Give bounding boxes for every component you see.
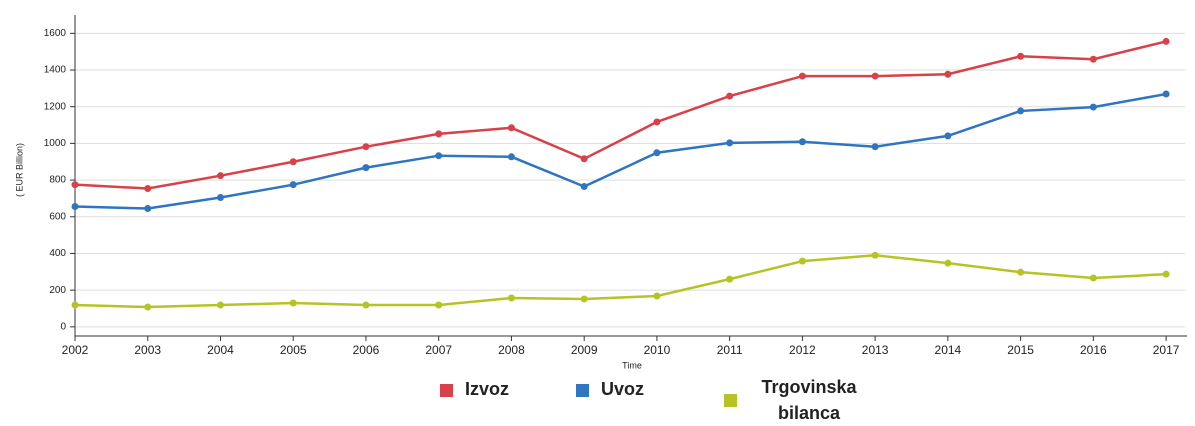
x-tick-label: 2016 [1080,343,1107,357]
point [144,205,152,213]
x-tick-label: 2004 [207,343,234,357]
legend-swatch [440,384,453,397]
point [435,130,443,138]
series-line [74,40,1167,190]
series-line [74,92,1167,210]
point [1017,268,1025,276]
point [1017,107,1025,115]
point [1089,274,1097,282]
legend-item: Uvoz [576,379,644,400]
x-tick-label: 2013 [862,343,889,357]
point [289,181,297,189]
point [798,72,806,80]
point [798,138,806,146]
point [1017,52,1025,60]
x-tick-label: 2005 [280,343,307,357]
y-tick-label: 600 [49,211,66,222]
point [216,172,224,180]
y-tick-label: 1000 [44,138,67,149]
x-tick-label: 2010 [644,343,671,357]
legend-label: Izvoz [465,379,510,399]
point [289,158,297,166]
point [144,303,152,311]
point [871,251,879,259]
point [944,70,952,78]
legend-swatch [576,384,589,397]
point [435,152,443,160]
y-tick-label: 1400 [44,65,67,76]
point [726,92,734,100]
point [435,301,443,309]
point [507,153,515,161]
point [144,185,152,193]
x-tick-label: 2006 [353,343,380,357]
x-tick-label: 2011 [717,343,743,357]
x-tick-label: 2002 [62,343,89,357]
legend-label: Uvoz [601,379,645,399]
x-tick-label: 2009 [571,343,598,357]
point [580,183,588,191]
point [71,301,79,309]
legend-swatch [724,394,737,407]
point [507,294,515,302]
series-line [74,254,1167,309]
point [798,257,806,265]
point [871,143,879,151]
x-tick-label: 2014 [935,343,962,357]
point [580,295,588,303]
x-tick-label: 2015 [1007,343,1034,357]
point [507,124,515,132]
legend-label: Trgovinska bilanca [761,377,857,423]
legend: Izvoz Uvoz Trgovinska bilanca [0,374,1195,423]
y-tick-label: 200 [49,285,66,296]
x-tick-label: 2003 [134,343,161,357]
point [362,301,370,309]
point [71,202,79,210]
legend-item: Trgovinska bilanca [724,374,869,426]
x-tick-label: 2012 [789,343,816,357]
point [1089,103,1097,111]
point [726,275,734,283]
point [1089,55,1097,63]
y-tick-label: 800 [49,175,66,186]
point [871,72,879,80]
y-tick-label: 0 [60,321,66,332]
y-tick-label: 400 [49,248,66,259]
point [944,259,952,267]
point [362,164,370,172]
x-tick-label: 2008 [498,343,525,357]
y-tick-label: 1200 [44,101,67,112]
x-tick-label: 2007 [425,343,452,357]
point [362,143,370,151]
x-axis-label: Time [622,360,642,370]
y-tick-label: 1600 [44,28,67,39]
point [289,299,297,307]
point [653,118,661,126]
point [216,301,224,309]
y-axis-label: ( EUR Billion) [14,143,24,197]
legend-item: Izvoz [440,379,509,400]
point [653,292,661,300]
point [1162,270,1170,278]
point [653,149,661,157]
point [71,181,79,189]
x-tick-label: 2017 [1153,343,1180,357]
point [1162,90,1170,98]
point [726,139,734,147]
point [1162,37,1170,45]
point [944,132,952,140]
point [580,155,588,163]
point [216,194,224,202]
chart: ( EUR Billion) Time 0 200 400 600 800 1000 120… [14,15,1187,370]
